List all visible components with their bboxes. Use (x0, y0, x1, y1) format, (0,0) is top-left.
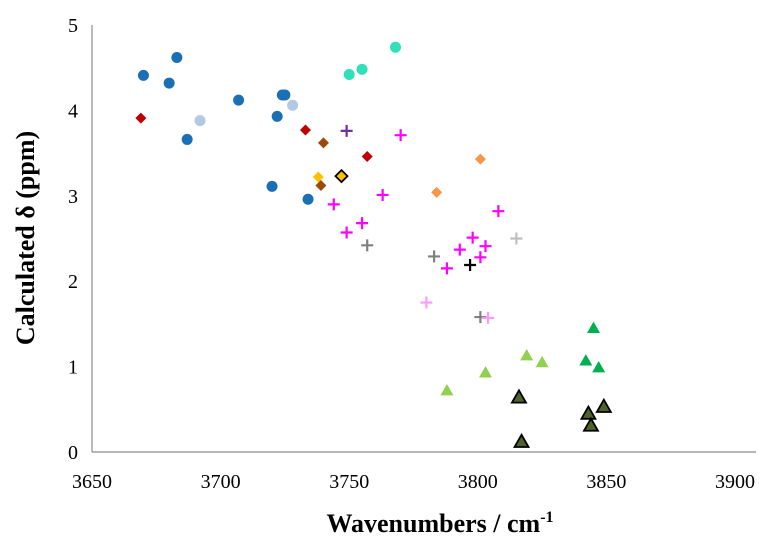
circle-point (266, 180, 278, 192)
triangle-point (579, 404, 597, 420)
circle-point (287, 99, 299, 111)
y-tick-label: 2 (68, 271, 78, 293)
circle-point (356, 63, 368, 75)
diamond-point (334, 168, 349, 184)
plus-point (464, 258, 477, 271)
x-axis-title-main: Wavenumbers / cm (326, 509, 540, 538)
plus-point (466, 231, 479, 244)
plus-point (492, 205, 505, 218)
data-points (135, 41, 613, 448)
plus-point (474, 251, 487, 264)
circle-point (389, 41, 401, 53)
diamond-point (135, 112, 147, 124)
circle-point (163, 77, 175, 89)
diamond-point (315, 180, 327, 192)
triangle-point (595, 397, 613, 413)
plus-point (440, 262, 453, 275)
triangle-point (582, 416, 600, 432)
diamond-point (317, 137, 329, 149)
triangle-point (520, 348, 534, 361)
plus-point (361, 239, 374, 252)
diamond-point (474, 153, 486, 165)
x-tick-label: 3750 (329, 471, 369, 493)
plus-point (510, 232, 523, 245)
y-tick-label: 0 (68, 442, 78, 464)
plus-point (340, 124, 353, 137)
x-axis-title: Wavenumbers / cm-1 (326, 509, 553, 538)
x-tick-label: 3700 (201, 471, 241, 493)
plus-point (376, 188, 389, 201)
circle-point (233, 94, 245, 106)
x-tick-label: 3850 (586, 471, 626, 493)
circle-point (279, 89, 291, 101)
plus-point (479, 240, 492, 253)
diamond-point (312, 171, 324, 183)
x-tick-label: 3800 (458, 471, 498, 493)
circle-point (137, 69, 149, 81)
diamond-point (431, 186, 443, 198)
circle-point (302, 193, 314, 205)
circle-point (181, 133, 193, 145)
y-tick-label: 4 (68, 100, 78, 122)
plus-point (482, 311, 495, 324)
diamond-point (361, 151, 373, 163)
x-tick-label: 3650 (72, 471, 112, 493)
triangle-point (535, 355, 549, 368)
triangle-point (587, 321, 601, 334)
plus-point (327, 198, 340, 211)
circle-point (271, 110, 283, 122)
y-axis-title: Calculated δ (ppm) (11, 131, 40, 345)
circle-point (194, 115, 206, 127)
plus-point (340, 226, 353, 239)
x-axis-title-superscript: -1 (540, 509, 553, 526)
x-tick-label: 3900 (715, 471, 755, 493)
triangle-point (510, 388, 528, 404)
plus-point (394, 129, 407, 142)
triangle-point (512, 432, 531, 448)
circle-point (343, 69, 355, 81)
plus-point (420, 296, 433, 309)
x-tick-labels: 3650 3700 3750 3800 3850 3900 (72, 471, 755, 493)
diamond-point (299, 124, 311, 136)
y-tick-label: 1 (68, 357, 78, 379)
axes (91, 25, 756, 453)
circle-point (171, 51, 183, 63)
triangle-point (592, 360, 606, 373)
triangle-point (479, 366, 493, 378)
y-tick-label: 3 (68, 186, 78, 208)
plus-point (428, 250, 441, 263)
y-tick-label: 5 (68, 15, 78, 37)
plus-point (356, 217, 369, 230)
y-tick-labels: 0 1 2 3 4 5 (68, 15, 78, 464)
plus-point (453, 243, 466, 256)
triangle-point (579, 354, 593, 366)
triangle-point (440, 384, 454, 396)
